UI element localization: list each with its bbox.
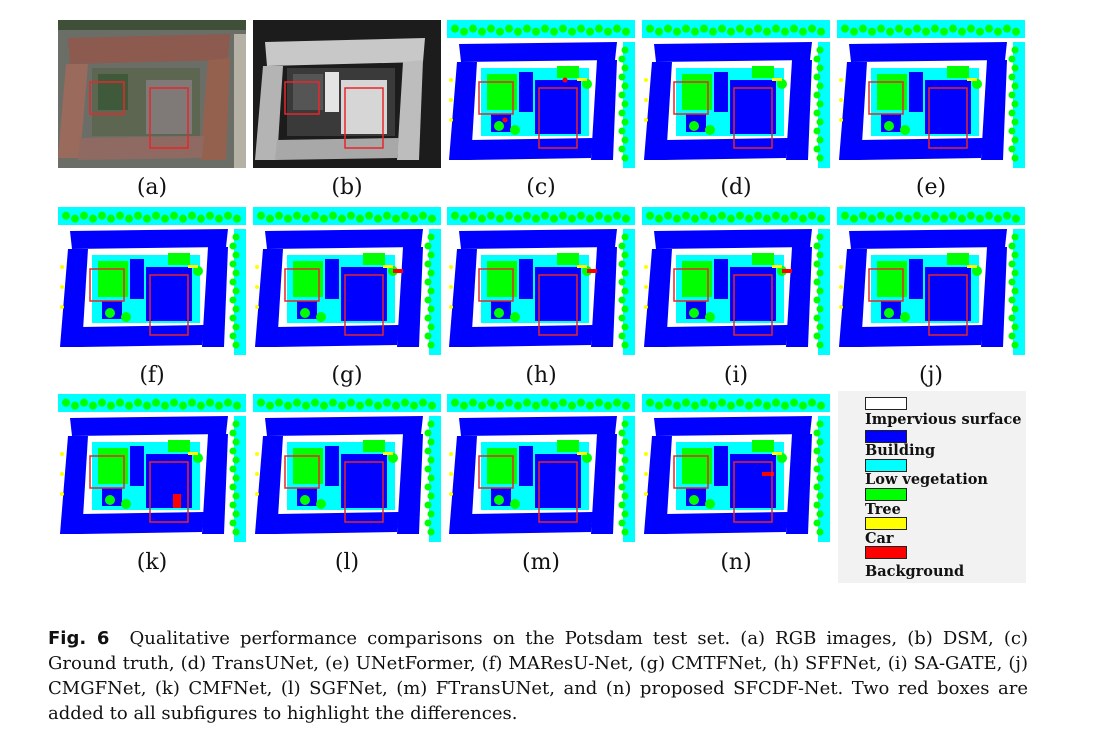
figure-caption: Fig. 6 Qualitative performance compariso… — [48, 626, 1028, 726]
subfigure-label: (i) — [723, 363, 749, 388]
subfigure-image — [642, 207, 830, 355]
subfigure-image — [447, 20, 635, 168]
subfigure-f — [58, 207, 246, 355]
legend-label-building: Building — [865, 442, 936, 459]
subfigure-c — [447, 20, 635, 168]
subfigure-image — [58, 207, 246, 355]
subfigure-e — [837, 20, 1025, 168]
legend-label-tree: Tree — [865, 501, 901, 518]
subfigure-l — [253, 394, 441, 542]
subfigure-d — [642, 20, 830, 168]
subfigure-image — [837, 207, 1025, 355]
subfigure-image — [642, 20, 830, 168]
subfigure-label: (k) — [136, 550, 168, 575]
subfigure-label: (m) — [521, 550, 561, 575]
subfigure-label: (f) — [139, 363, 165, 388]
legend-swatch-impervious-surface — [865, 397, 907, 410]
legend-label-impervious-surface: Impervious surface — [865, 411, 1022, 428]
legend-swatch-tree — [865, 488, 907, 501]
subfigure-image — [253, 207, 441, 355]
subfigure-n — [642, 394, 830, 542]
legend-swatch-building — [865, 430, 907, 443]
subfigure-image — [58, 394, 246, 542]
subfigure-h — [447, 207, 635, 355]
subfigure-image — [253, 394, 441, 542]
legend-label-low-vegetation: Low vegetation — [865, 471, 988, 488]
subfigure-b — [253, 20, 441, 168]
subfigure-a — [58, 20, 246, 168]
legend-swatch-low-vegetation — [865, 459, 907, 472]
subfigure-label: (n) — [720, 550, 752, 575]
legend-label-background: Background — [865, 563, 965, 580]
subfigure-j — [837, 207, 1025, 355]
subfigure-label: (l) — [334, 550, 360, 575]
subfigure-label: (h) — [525, 363, 557, 388]
subfigure-image — [642, 394, 830, 542]
subfigure-label: (c) — [526, 175, 556, 200]
subfigure-image — [253, 20, 441, 168]
subfigure-label: (d) — [720, 175, 752, 200]
caption-figure-number: Fig. 6 — [48, 628, 110, 649]
subfigure-image — [447, 394, 635, 542]
subfigure-label: (g) — [331, 363, 363, 388]
subfigure-label: (b) — [331, 175, 363, 200]
subfigure-label: (j) — [919, 363, 943, 388]
subfigure-i — [642, 207, 830, 355]
legend-swatch-car — [865, 517, 907, 530]
caption-text: Qualitative performance comparisons on t… — [48, 628, 1028, 724]
subfigure-image — [837, 20, 1025, 168]
subfigure-label: (e) — [915, 175, 947, 200]
subfigure-image — [58, 20, 246, 168]
class-legend: Impervious surface Building Low vegetati… — [838, 391, 1026, 583]
subfigure-k — [58, 394, 246, 542]
subfigure-g — [253, 207, 441, 355]
legend-swatch-background — [865, 546, 907, 559]
subfigure-image — [447, 207, 635, 355]
legend-label-car: Car — [865, 530, 894, 547]
subfigure-m — [447, 394, 635, 542]
subfigure-label: (a) — [136, 175, 168, 200]
